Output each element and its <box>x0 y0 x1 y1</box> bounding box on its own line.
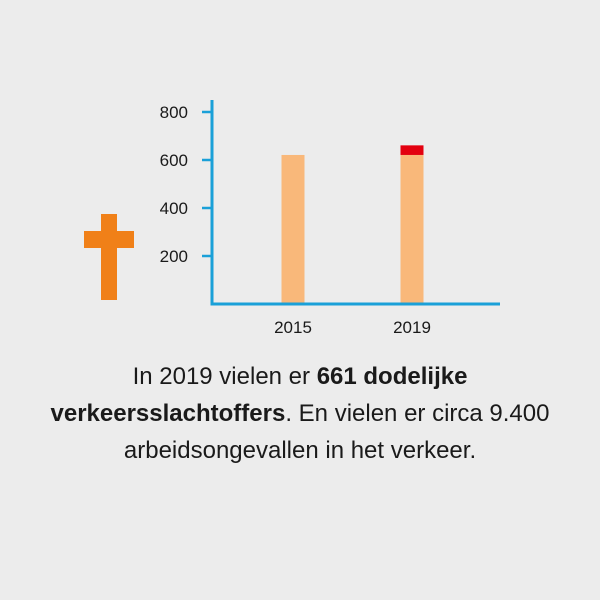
y-tick-label-400: 400 <box>160 199 188 218</box>
cross-vertical <box>101 214 117 300</box>
caption-bold: 661 dodelijke verkeersslachtoffers <box>50 363 468 427</box>
y-tick-label-200: 200 <box>160 247 188 266</box>
x-label-2015: 2015 <box>274 318 312 337</box>
y-tick-label-600: 600 <box>160 151 188 170</box>
bar-2019 <box>400 154 424 304</box>
caption-part-1: In 2019 vielen er <box>132 363 317 390</box>
axes <box>210 100 500 306</box>
bars <box>281 145 424 304</box>
x-axis-labels: 2015 2019 <box>274 318 431 337</box>
caption-part-2: . En vielen er circa 9.400 arbeidsongeva… <box>123 400 550 464</box>
bar-increase-2019 <box>400 145 424 155</box>
caption: In 2019 vielen er 661 dodelijke verkeers… <box>40 358 560 469</box>
x-label-2019: 2019 <box>393 318 431 337</box>
y-tick-label-800: 800 <box>160 103 188 122</box>
cross-horizontal <box>84 231 134 248</box>
cross-icon <box>84 214 134 300</box>
y-axis-ticks: 200 400 600 800 <box>160 103 212 266</box>
bar-2015 <box>281 154 305 304</box>
